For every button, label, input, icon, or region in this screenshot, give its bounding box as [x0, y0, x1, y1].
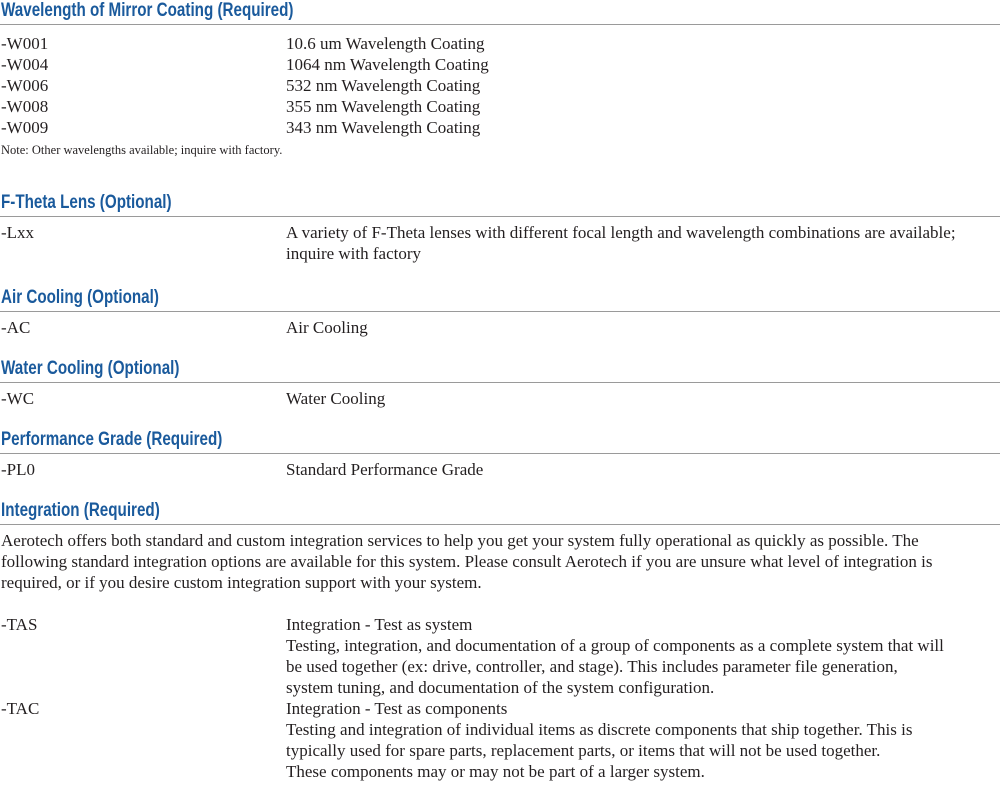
option-row: -W006 532 nm Wavelength Coating — [0, 75, 1000, 96]
option-description: These components may or may not be part … — [286, 762, 705, 781]
section-title: Water Cooling (Optional) — [1, 358, 180, 379]
option-row: -W004 1064 nm Wavelength Coating — [0, 54, 1000, 75]
option-description: 343 nm Wavelength Coating — [286, 118, 481, 137]
section-integration-required: Integration (Required) Aerotech offers bo… — [0, 500, 1000, 782]
section-wavelength-of-mirror-coating-required: Wavelength of Mirror Coating (Required) -… — [0, 0, 1000, 158]
section-title: Air Cooling (Optional) — [1, 287, 159, 308]
option-row: -Lxx A variety of F-Theta lenses with dif… — [0, 222, 1000, 264]
option-row: -WC Water Cooling — [0, 388, 1000, 409]
option-row: -W008 355 nm Wavelength Coating — [0, 96, 1000, 117]
intro-paragraph-line: Aerotech offers both standard and custom… — [1, 531, 919, 550]
section-water-cooling-optional: Water Cooling (Optional) -WC Water Cooling — [0, 358, 1000, 409]
option-code: -W001 — [1, 34, 49, 53]
option-code: -Lxx — [1, 223, 35, 242]
note: Note: Other wavelengths available; inqui… — [1, 143, 283, 157]
option-row: -W009 343 nm Wavelength Coating — [0, 117, 1000, 138]
option-description: 1064 nm Wavelength Coating — [286, 55, 489, 74]
section-heading: Water Cooling (Optional) — [0, 358, 1000, 383]
option-description: 355 nm Wavelength Coating — [286, 97, 481, 116]
intro-paragraph-line: required, or if you desire custom integr… — [1, 573, 482, 592]
section-title: F-Theta Lens (Optional) — [1, 192, 172, 213]
section-heading: Wavelength of Mirror Coating (Required) — [0, 0, 1000, 25]
section-title: Wavelength of Mirror Coating (Required) — [1, 0, 294, 21]
option-description: Air Cooling — [286, 318, 368, 337]
option-description: Testing, integration, and documentation … — [286, 636, 944, 655]
option-row: -TAC Integration - Test as components Test… — [0, 698, 1000, 782]
option-code: -TAC — [1, 699, 40, 718]
option-code: -TAS — [1, 615, 38, 634]
section-title: Performance Grade (Required) — [1, 429, 223, 450]
option-description: A variety of F-Theta lenses with differe… — [286, 223, 956, 242]
option-code: -W006 — [1, 76, 49, 95]
option-code: -WC — [1, 389, 35, 408]
option-code: -W004 — [1, 55, 49, 74]
section-heading: F-Theta Lens (Optional) — [0, 192, 1000, 217]
option-row: -AC Air Cooling — [0, 317, 1000, 338]
option-description: Integration - Test as system — [286, 615, 473, 634]
section-heading: Integration (Required) — [0, 500, 1000, 525]
section-heading: Air Cooling (Optional) — [0, 287, 1000, 312]
option-code: -PL0 — [1, 460, 35, 479]
intro-paragraph-line: following standard integration options a… — [1, 552, 933, 571]
section-air-cooling-optional: Air Cooling (Optional) -AC Air Cooling — [0, 287, 1000, 338]
option-code: -AC — [1, 318, 31, 337]
option-description: 532 nm Wavelength Coating — [286, 76, 481, 95]
section-title: Integration (Required) — [1, 500, 160, 521]
option-code: -W009 — [1, 118, 49, 137]
option-description: Testing and integration of individual it… — [286, 720, 913, 739]
option-description: Standard Performance Grade — [286, 460, 484, 479]
option-code: -W008 — [1, 97, 49, 116]
option-description: be used together (ex: drive, controller,… — [286, 657, 898, 676]
section-heading: Performance Grade (Required) — [0, 429, 1000, 454]
option-row: -TAS Integration - Test as system Testing,… — [0, 614, 1000, 698]
option-description: typically used for spare parts, replacem… — [286, 741, 881, 760]
option-description: 10.6 um Wavelength Coating — [286, 34, 485, 53]
option-description: Integration - Test as components — [286, 699, 508, 718]
option-description: Water Cooling — [286, 389, 386, 408]
option-row: -PL0 Standard Performance Grade — [0, 459, 1000, 480]
option-row: -W001 10.6 um Wavelength Coating — [0, 33, 1000, 54]
section-performance-grade-required: Performance Grade (Required) -PL0 Standard… — [0, 429, 1000, 480]
section-f-theta-lens-optional: F-Theta Lens (Optional) -Lxx A variety of … — [0, 192, 1000, 264]
option-description: system tuning, and documentation of the … — [286, 678, 715, 697]
option-description: inquire with factory — [286, 244, 422, 263]
